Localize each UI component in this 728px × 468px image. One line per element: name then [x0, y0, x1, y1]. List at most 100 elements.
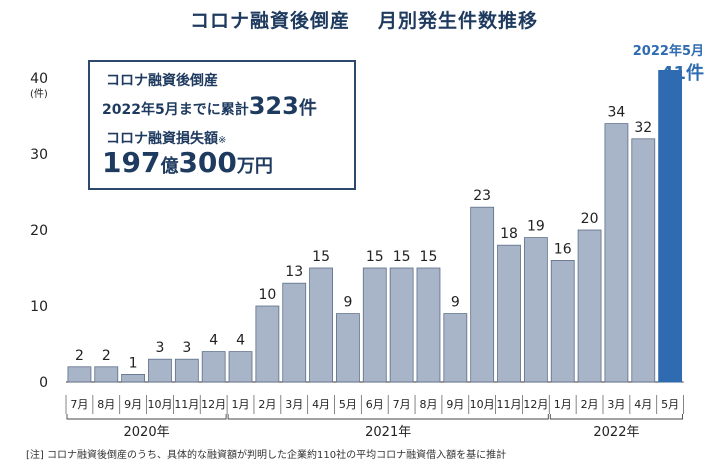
summary-loss-value2: 300: [178, 146, 237, 179]
data-label: 19: [527, 219, 545, 235]
summary-line4: 197億300万円: [102, 146, 342, 179]
data-label: 15: [420, 249, 438, 265]
year-label: 2020年: [124, 425, 170, 440]
data-label: 15: [312, 249, 330, 265]
x-tick-label: 5月: [661, 398, 679, 411]
bar: [604, 123, 629, 383]
data-label: 20: [581, 211, 599, 227]
chart-title-main: コロナ融資後倒産: [189, 10, 350, 32]
bar: [362, 267, 387, 383]
x-tick-label: 5月: [339, 398, 357, 411]
y-axis-unit: (件): [30, 88, 48, 100]
summary-line1: コロナ融資後倒産: [106, 73, 218, 89]
summary-cumulative-value: 323: [248, 92, 299, 120]
year-bracket: [227, 414, 549, 420]
bar: [470, 206, 495, 383]
data-label: 4: [209, 333, 218, 349]
bar: [658, 70, 683, 383]
y-tick-label: 30: [30, 147, 48, 163]
bar: [67, 366, 92, 383]
x-tick-label: 12月: [201, 398, 226, 411]
data-label: 34: [608, 105, 626, 121]
x-tick-label: 7月: [70, 398, 88, 411]
data-label: 23: [473, 188, 491, 204]
bar: [174, 358, 199, 383]
x-tick-label: 3月: [285, 398, 303, 411]
y-tick-label: 40: [30, 71, 48, 87]
summary-loss-unit2: 万円: [236, 156, 273, 177]
data-label: 3: [182, 340, 191, 356]
x-tick-label: 8月: [419, 398, 437, 411]
x-tick-label: 2月: [258, 398, 276, 411]
bar: [201, 351, 226, 383]
bar: [577, 229, 602, 383]
year-bracket: [66, 414, 227, 420]
x-tick-label: 1月: [554, 398, 572, 411]
chart-title-sub: 月別発生件数推移: [378, 10, 539, 32]
data-label: 3: [156, 340, 165, 356]
summary-note-mark: ※: [218, 135, 227, 146]
bar: [94, 366, 119, 383]
callout-value: 41件: [660, 63, 704, 84]
bar: [309, 267, 333, 383]
y-tick-label: 0: [39, 375, 48, 391]
data-label: 4: [236, 333, 245, 349]
bar: [631, 138, 656, 383]
data-label: 15: [393, 249, 411, 265]
data-label: 2: [75, 348, 84, 364]
bar: [121, 373, 146, 383]
summary-line2: 2022年5月までに累計323件: [102, 92, 342, 120]
x-tick-label: 4月: [634, 398, 652, 411]
summary-loss-value1: 197: [102, 146, 161, 179]
summary-cumulative-unit: 件: [298, 98, 317, 119]
summary-cumulative-label: 2022年5月までに累計: [102, 102, 249, 118]
data-label: 2: [102, 348, 111, 364]
data-label: 13: [285, 264, 303, 280]
summary-loss-unit1: 億: [160, 156, 179, 177]
x-tick-label: 9月: [124, 398, 142, 411]
bar: [389, 267, 414, 383]
data-label: 32: [634, 120, 652, 136]
highlight-callout: 2022年5月 41件: [633, 40, 704, 85]
x-tick-label: 4月: [312, 398, 330, 411]
summary-loss-label: コロナ融資損失額: [106, 131, 218, 147]
year-label: 2021年: [365, 425, 411, 440]
x-tick-label: 6月: [366, 398, 384, 411]
data-label: 16: [554, 241, 572, 257]
x-tick-label: 11月: [497, 398, 522, 411]
callout-label: 2022年5月: [632, 44, 704, 59]
x-tick-label: 10月: [470, 398, 495, 411]
year-label: 2022年: [593, 425, 639, 440]
x-tick-label: 9月: [446, 398, 464, 411]
bar: [497, 244, 521, 383]
data-label: 15: [366, 249, 384, 265]
bar: [443, 313, 468, 383]
bar: [228, 351, 253, 383]
x-tick-label: 3月: [607, 398, 625, 411]
chart-title: コロナ融資後倒産 月別発生件数推移: [0, 6, 728, 33]
bar: [336, 313, 360, 383]
year-bracket: [549, 414, 683, 420]
data-label: 1: [129, 355, 138, 371]
summary-box: コロナ融資後倒産 2022年5月までに累計323件 コロナ融資損失額※ 197億…: [88, 60, 356, 190]
x-tick-label: 2月: [581, 398, 599, 411]
bar: [255, 305, 280, 383]
chart-x-axis: 7月 8月 9月 10月 11月 12月 1月 2月 3月 4月 5月 6月 7月 8月 9月 10月 11月 1…: [65, 395, 684, 440]
x-tick-label: 1月: [232, 398, 250, 411]
footnote: [注] コロナ融資後倒産のうち、具体的な融資額が判明した企業約110社の平均コロ…: [26, 450, 507, 461]
data-label: 18: [500, 226, 518, 242]
data-label: 9: [343, 295, 352, 311]
x-tick-label: 8月: [97, 398, 115, 411]
chart-bars: [67, 70, 683, 383]
x-tick-label: 12月: [523, 398, 548, 411]
bar: [148, 358, 172, 383]
bar: [416, 267, 441, 383]
y-tick-label: 10: [30, 299, 48, 315]
data-label: 9: [451, 295, 460, 311]
bar: [550, 259, 575, 383]
data-label: 10: [258, 287, 276, 303]
y-tick-label: 20: [30, 223, 48, 239]
bar: [523, 237, 548, 383]
